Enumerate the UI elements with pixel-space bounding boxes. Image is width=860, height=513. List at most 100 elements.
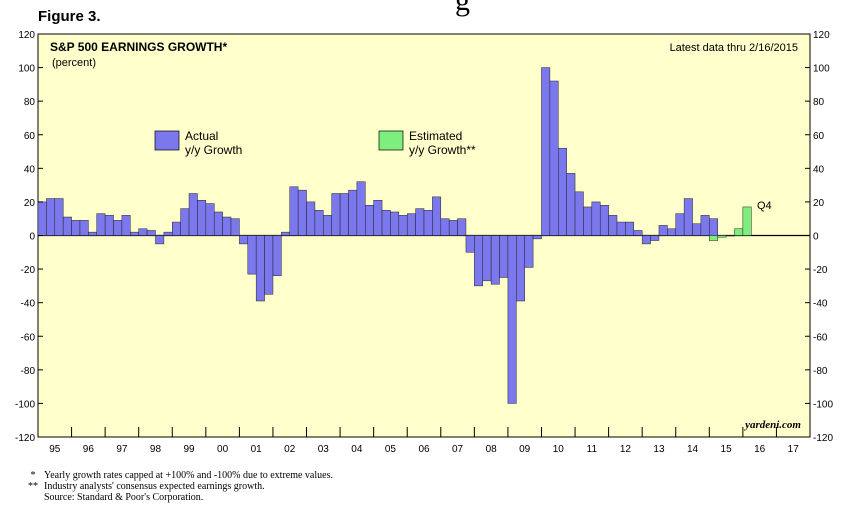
actual-bar-70 <box>616 221 626 236</box>
actual-bar-78 <box>683 198 693 236</box>
actual-bar-77 <box>675 213 685 236</box>
x-tick-label-05: 05 <box>385 444 397 455</box>
actual-bar-23 <box>222 216 232 236</box>
cut-off-heading: g <box>455 0 470 17</box>
actual-bar-63 <box>558 147 567 236</box>
actual-bar-66 <box>583 206 593 236</box>
x-tick-label-95: 95 <box>49 444 61 455</box>
chart-title: S&P 500 EARNINGS GROWTH* <box>50 40 227 54</box>
actual-bar-50 <box>448 220 458 236</box>
bars-group <box>37 67 752 404</box>
actual-bar-61 <box>541 67 551 236</box>
estimated-bar-3 <box>725 235 735 237</box>
actual-bar-42 <box>381 210 391 236</box>
y-tick-label-right: 100 <box>813 64 830 75</box>
footnote-3-text: Source: Standard & Poor's Corporation. <box>44 492 204 503</box>
estimated-bar-2 <box>717 235 727 238</box>
y-tick-label-left: 100 <box>18 64 35 75</box>
actual-bar-62 <box>549 80 559 236</box>
y-tick-label-left: 40 <box>24 164 36 175</box>
y-tick-label-right: -20 <box>813 265 828 276</box>
actual-bar-68 <box>599 205 609 236</box>
actual-bar-15 <box>155 235 165 245</box>
figure-label: Figure 3. <box>38 8 101 25</box>
y-tick-label-left: 60 <box>24 131 36 142</box>
actual-bar-10 <box>113 220 123 236</box>
actual-bar-26 <box>247 235 257 275</box>
actual-bar-76 <box>667 228 676 236</box>
legend-label-2-line2: y/y Growth** <box>409 143 476 157</box>
q4-annotation: Q4 <box>757 200 772 212</box>
actual-bar-39 <box>356 181 366 236</box>
x-tick-label-96: 96 <box>83 444 95 455</box>
actual-bar-11 <box>121 215 131 236</box>
actual-bar-4 <box>62 216 72 236</box>
actual-bar-7 <box>88 231 97 236</box>
actual-bar-21 <box>205 203 215 236</box>
x-tick-label-06: 06 <box>418 444 430 455</box>
credit-label: yardeni.com <box>743 419 801 431</box>
actual-bar-65 <box>574 191 584 236</box>
y-tick-label-left: -40 <box>21 299 36 310</box>
y-tick-label-left: -20 <box>21 265 36 276</box>
legend-label-2-line1: Estimated <box>409 129 462 143</box>
footnote-2-mark: ** <box>28 481 38 492</box>
actual-bar-52 <box>465 235 475 253</box>
actual-bar-37 <box>339 193 349 236</box>
actual-bar-6 <box>79 220 89 236</box>
y-tick-label-right: -40 <box>813 299 828 310</box>
actual-bar-2 <box>46 198 56 236</box>
x-tick-label-99: 99 <box>183 444 195 455</box>
actual-bar-54 <box>482 235 492 282</box>
y-tick-label-right: 20 <box>813 198 825 209</box>
footnote-3-mark <box>22 492 44 503</box>
actual-bar-45 <box>406 213 416 236</box>
y-tick-label-right: 120 <box>813 30 830 41</box>
y-tick-label-left: -120 <box>15 433 35 444</box>
estimated-bar-4 <box>734 228 744 236</box>
x-tick-label-09: 09 <box>519 444 531 455</box>
y-tick-label-right: 80 <box>813 97 825 108</box>
x-tick-label-17: 17 <box>788 444 800 455</box>
actual-bar-33 <box>306 201 316 236</box>
actual-bar-35 <box>323 215 332 236</box>
y-tick-label-right: -100 <box>813 399 833 410</box>
footnote-2-text: Industry analysts' consensus expected ea… <box>44 481 265 492</box>
actual-bar-51 <box>457 218 467 236</box>
x-tick-label-04: 04 <box>351 444 363 455</box>
actual-bar-20 <box>197 199 207 236</box>
actual-bar-1 <box>37 201 47 236</box>
y-tick-label-left: 80 <box>24 97 36 108</box>
actual-bar-41 <box>373 199 383 236</box>
actual-bar-34 <box>314 210 324 236</box>
footnote-2: ** Industry analysts' consensus expected… <box>22 481 333 492</box>
actual-bar-29 <box>272 235 282 277</box>
x-tick-label-14: 14 <box>687 444 699 455</box>
actual-bar-49 <box>440 218 450 236</box>
footnote-3: Source: Standard & Poor's Corporation. <box>22 492 333 503</box>
actual-bar-40 <box>365 205 374 236</box>
actual-bar-58 <box>516 235 525 302</box>
legend-swatch-1 <box>154 130 180 151</box>
y-tick-label-right: -80 <box>813 366 828 377</box>
y-tick-label-left: -100 <box>15 399 35 410</box>
x-tick-label-13: 13 <box>653 444 665 455</box>
y-tick-label-right: 0 <box>813 232 819 243</box>
actual-bar-5 <box>71 220 81 236</box>
x-axis: 95 96 97 98 99 00 01 02 03 04 05 06 07 08 09 10 11 12 13 14… <box>37 427 811 455</box>
footnote-1-text: Yearly growth rates capped at +100% and … <box>44 470 333 481</box>
y-tick-label-left: -60 <box>21 332 36 343</box>
actual-bar-71 <box>625 221 635 236</box>
latest-data-note: Latest data thru 2/16/2015 <box>670 42 798 54</box>
actual-bar-17 <box>172 221 181 236</box>
actual-bar-16 <box>163 231 173 236</box>
x-tick-label-01: 01 <box>251 444 263 455</box>
actual-bar-64 <box>566 173 576 236</box>
x-tick-label-11: 11 <box>587 444 598 455</box>
estimated-bar-1 <box>709 235 718 241</box>
actual-bar-19 <box>188 193 198 236</box>
actual-bar-48 <box>432 196 442 236</box>
x-tick-label-07: 07 <box>452 444 464 455</box>
actual-bar-80 <box>700 215 710 236</box>
